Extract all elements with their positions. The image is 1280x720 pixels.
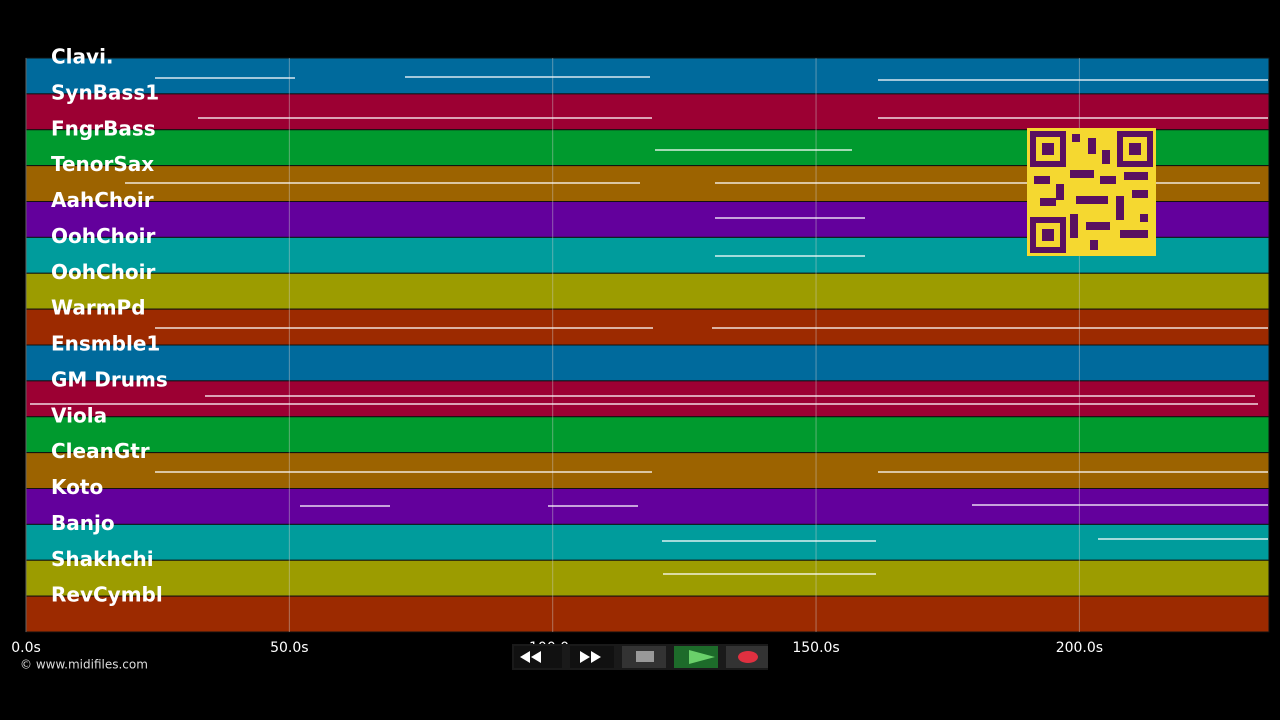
track-label: FngrBass [51, 116, 156, 140]
stop-button[interactable] [622, 646, 666, 668]
track-lane [25, 488, 1270, 525]
time-tick-label: 200.0s [1056, 640, 1103, 656]
track-lane [25, 93, 1270, 131]
track-lane [25, 452, 1270, 489]
track-label: Viola [51, 403, 107, 427]
time-tick-label: 50.0s [270, 640, 308, 656]
track-lane [25, 272, 1270, 310]
track-lane [25, 380, 1270, 418]
track-lane [25, 308, 1270, 346]
track-lane [25, 57, 1270, 95]
track-labels: Clavi. SynBass1 FngrBass TenorSax AahChoir Oo… [51, 45, 168, 607]
track-label: Ensmble1 [51, 332, 160, 356]
track-label: Shakhchi [51, 547, 154, 571]
track-label: OohChoir [51, 224, 155, 248]
notes [30, 76, 1268, 575]
track-lane [25, 595, 1270, 633]
track-lane [25, 344, 1270, 382]
fast-forward-button[interactable] [570, 646, 614, 668]
transport-controls [512, 644, 768, 670]
track-label: Koto [51, 475, 103, 499]
track-label: TenorSax [51, 152, 154, 176]
time-tick-label: 0.0s [11, 640, 41, 656]
track-label: GM Drums [51, 367, 168, 391]
track-lane [25, 559, 1270, 597]
track-lane [25, 416, 1270, 454]
track-label: SynBass1 [51, 80, 159, 104]
copyright: © www.midifiles.com [20, 658, 148, 672]
track-label: Banjo [51, 511, 115, 535]
track-label: CleanGtr [51, 439, 150, 463]
track-label: AahChoir [51, 188, 154, 212]
track-label: RevCymbl [51, 583, 163, 607]
record-button[interactable] [726, 646, 768, 668]
track-label: Clavi. [51, 45, 114, 69]
track-lane [25, 523, 1270, 561]
track-label: OohChoir [51, 260, 155, 284]
play-button[interactable] [674, 646, 718, 668]
rewind-button[interactable] [514, 646, 562, 668]
qr-code [1027, 128, 1156, 256]
track-label: WarmPd [51, 296, 146, 320]
time-tick-label: 150.0s [792, 640, 839, 656]
